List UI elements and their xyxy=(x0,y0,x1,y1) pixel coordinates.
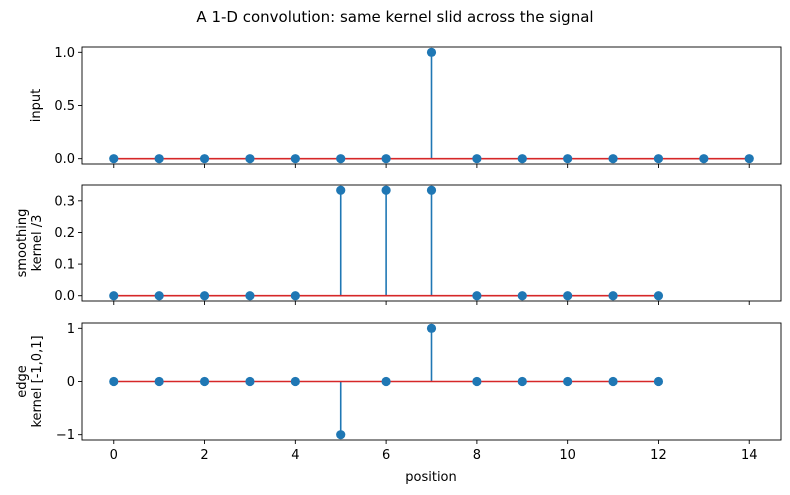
stem-marker xyxy=(653,154,664,164)
stem-marker xyxy=(517,376,527,387)
panel-smoothing: 0.0 0.1 0.2 0.3 smoothing kernel /3 xyxy=(15,184,782,305)
stem-marker xyxy=(109,376,119,387)
stem-marker xyxy=(426,185,437,195)
stem-marker xyxy=(381,154,391,164)
stem-marker xyxy=(336,430,346,440)
y-axis-label: kernel [-1,0,1] xyxy=(30,335,45,427)
stem-marker xyxy=(563,376,573,387)
stem-marker xyxy=(336,185,346,195)
stem-marker xyxy=(563,291,573,301)
y-axis-label: kernel /3 xyxy=(30,215,45,272)
stem-marker xyxy=(154,291,164,301)
y-tick-label: 1 xyxy=(67,322,75,337)
stem-marker xyxy=(472,291,482,301)
stem-marker xyxy=(653,291,664,301)
stem-marker xyxy=(199,291,210,301)
stem-marker xyxy=(608,154,618,164)
stem-marker xyxy=(381,376,391,387)
axes-frame xyxy=(81,184,782,302)
x-tick-label: 12 xyxy=(650,448,667,463)
stem-marker xyxy=(245,291,255,301)
y-tick-label: 0.0 xyxy=(54,152,75,167)
y-tick-label: 0.0 xyxy=(54,289,75,304)
stem-marker xyxy=(426,323,437,333)
x-tick-label: 2 xyxy=(200,448,208,463)
stem-marker xyxy=(290,291,300,301)
y-tick-label: 0.5 xyxy=(54,99,75,114)
x-tick-label: 6 xyxy=(382,448,390,463)
x-tick-label: 14 xyxy=(741,448,758,463)
stem-marker xyxy=(336,154,346,164)
stem-marker xyxy=(744,154,754,164)
y-axis-label: smoothing xyxy=(15,209,30,278)
stem-marker xyxy=(699,154,709,164)
stem-marker xyxy=(517,154,527,164)
y-tick-label: 1.0 xyxy=(54,46,75,61)
y-tick-label: 0.3 xyxy=(54,194,75,209)
panel-input: 0.0 0.5 1.0 input xyxy=(29,46,782,168)
y-tick-label: 0 xyxy=(67,375,75,390)
stem-marker xyxy=(608,376,618,387)
y-tick-label: −1 xyxy=(56,428,75,443)
stem-marker xyxy=(109,154,119,164)
x-tick-label: 10 xyxy=(559,448,576,463)
stem-marker xyxy=(290,154,300,164)
y-tick-label: 0.1 xyxy=(54,258,75,273)
y-axis-label: edge xyxy=(15,365,30,398)
stem-marker xyxy=(472,376,482,387)
stem-marker xyxy=(608,291,618,301)
stem-marker xyxy=(245,154,255,164)
stem-marker xyxy=(245,376,255,387)
y-axis-label: input xyxy=(29,89,44,122)
stem-marker xyxy=(154,154,164,164)
stem-marker xyxy=(426,47,437,57)
stem-marker xyxy=(517,291,527,301)
x-tick-label: 0 xyxy=(110,448,118,463)
stem-marker xyxy=(653,376,664,387)
stem-marker xyxy=(290,376,300,387)
y-tick-label: 0.2 xyxy=(54,226,75,241)
stem-marker xyxy=(199,376,210,387)
x-tick-label: 8 xyxy=(473,448,481,463)
x-tick-label: 4 xyxy=(291,448,299,463)
stem-marker xyxy=(563,154,573,164)
stem-marker xyxy=(109,291,119,301)
stem-marker xyxy=(472,154,482,164)
stem-marker xyxy=(381,185,391,195)
stem-marker xyxy=(199,154,210,164)
stem-marker xyxy=(154,376,164,387)
x-axis-label: position xyxy=(405,470,457,485)
chart-title: A 1-D convolution: same kernel slid acro… xyxy=(196,8,593,26)
